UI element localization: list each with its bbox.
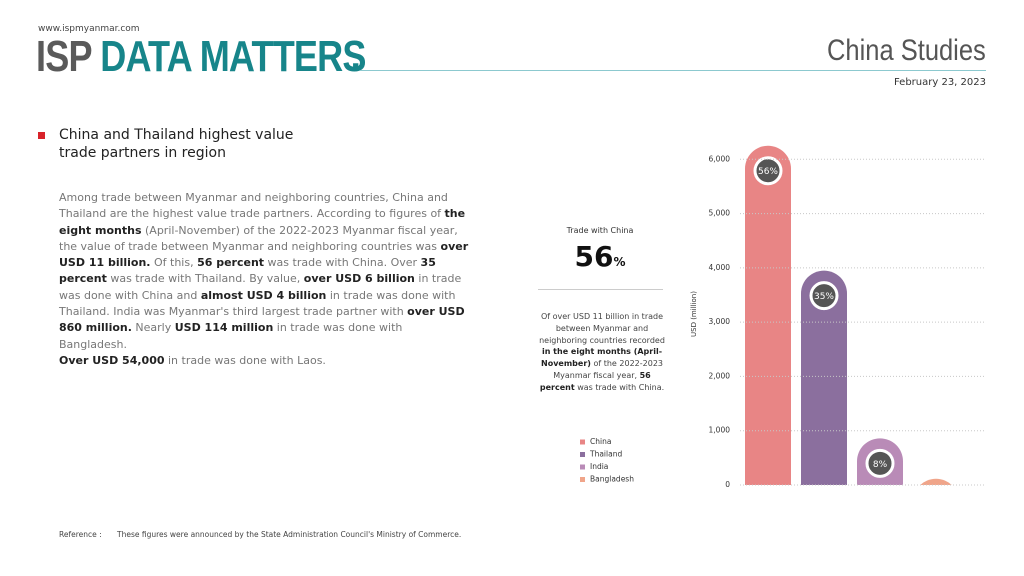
text: Nearly (131, 321, 175, 335)
text: Among trade between Myanmar and neighbor… (59, 191, 448, 221)
y-tick-label: 4,000 (709, 263, 731, 272)
bold-text: almost USD 4 billion (200, 288, 327, 302)
legend-swatch (580, 439, 585, 445)
legend-label: Bangladesh (590, 475, 634, 484)
bar (745, 145, 791, 485)
bold-text: 56 percent (197, 256, 265, 270)
reference-label: Reference : (59, 530, 102, 539)
bar (801, 270, 847, 485)
legend-label: China (590, 437, 611, 446)
share-label: 35% (814, 292, 834, 302)
legend-label: India (590, 462, 608, 471)
website: www.ispmyanmar.com (38, 24, 140, 34)
brand-logo: ISP DATA MATTERS (36, 32, 366, 82)
text: in trade was done with Thailand. India w… (59, 288, 456, 319)
share-label: 8% (873, 460, 888, 470)
bold-text: over USD 11 billion. (59, 239, 469, 270)
bold-text: in the eight months (April-November) (541, 347, 663, 369)
bar (920, 478, 952, 485)
text: was trade with China. (574, 382, 665, 392)
share-label: 56% (758, 167, 778, 177)
highlight-value: 56% (540, 240, 660, 273)
share-badge (865, 448, 895, 478)
legend-swatch (580, 477, 585, 482)
bold-text: 56 percent (539, 370, 651, 392)
article-body: Among trade between Myanmar and neighbor… (59, 190, 469, 369)
brand-title: DATA MATTERS (100, 32, 366, 81)
highlight-label: Trade with China (566, 226, 634, 235)
headline: China and Thailand highest value trade p… (59, 127, 294, 161)
y-axis-label: USD (million) (690, 291, 698, 337)
text: of the 2022-2023 Myanmar fiscal year, (553, 359, 663, 380)
text: was trade with Thailand. By value, (106, 272, 304, 286)
legend-swatch (580, 464, 585, 470)
series-name: China Studies (827, 34, 986, 67)
text: Of this, (150, 256, 198, 270)
text: was trade with China. Over (264, 256, 421, 270)
date: February 23, 2023 (893, 77, 986, 88)
text: in trade was done with Laos. (164, 353, 326, 367)
y-tick-label: 0 (725, 480, 730, 489)
bold-text: the eight months (59, 207, 466, 237)
legend-swatch (580, 452, 585, 457)
header-rule (360, 70, 986, 71)
highlight-unit: % (613, 255, 626, 269)
brand-dot: . (350, 42, 362, 77)
bold-text: USD 114 million (174, 321, 274, 335)
highlight-note: Of over USD 11 billion in trade between … (537, 311, 667, 394)
bold-text: 35 percent (59, 256, 436, 286)
brand: ISP (36, 32, 92, 81)
bullet (38, 132, 45, 139)
bold-text: Over USD 54,000 (59, 353, 165, 367)
y-tick-label: 2,000 (709, 371, 731, 380)
y-tick-label: 5,000 (709, 209, 731, 218)
highlight-number: 56 (574, 240, 614, 273)
divider (538, 289, 663, 290)
text: in trade was done with China and (59, 272, 462, 302)
y-tick-label: 3,000 (709, 317, 731, 326)
reference-text: These figures were announced by the Stat… (117, 530, 462, 539)
text: (April-November) of the 2022-2023 Myanma… (59, 223, 458, 253)
share-badge (753, 156, 783, 186)
text: in trade was done with Bangladesh. (59, 321, 403, 351)
y-tick-label: 6,000 (709, 154, 731, 163)
plot-area: 56% 35% 8% (745, 145, 952, 485)
bold-text: over USD 6 billion (303, 272, 415, 286)
bold-text: over USD 860 million. (59, 305, 465, 335)
y-tick-label: 1,000 (709, 426, 731, 435)
share-badge (809, 281, 839, 311)
text: Of over USD 11 billion in trade between … (539, 312, 665, 345)
legend-label: Thailand (589, 450, 622, 459)
